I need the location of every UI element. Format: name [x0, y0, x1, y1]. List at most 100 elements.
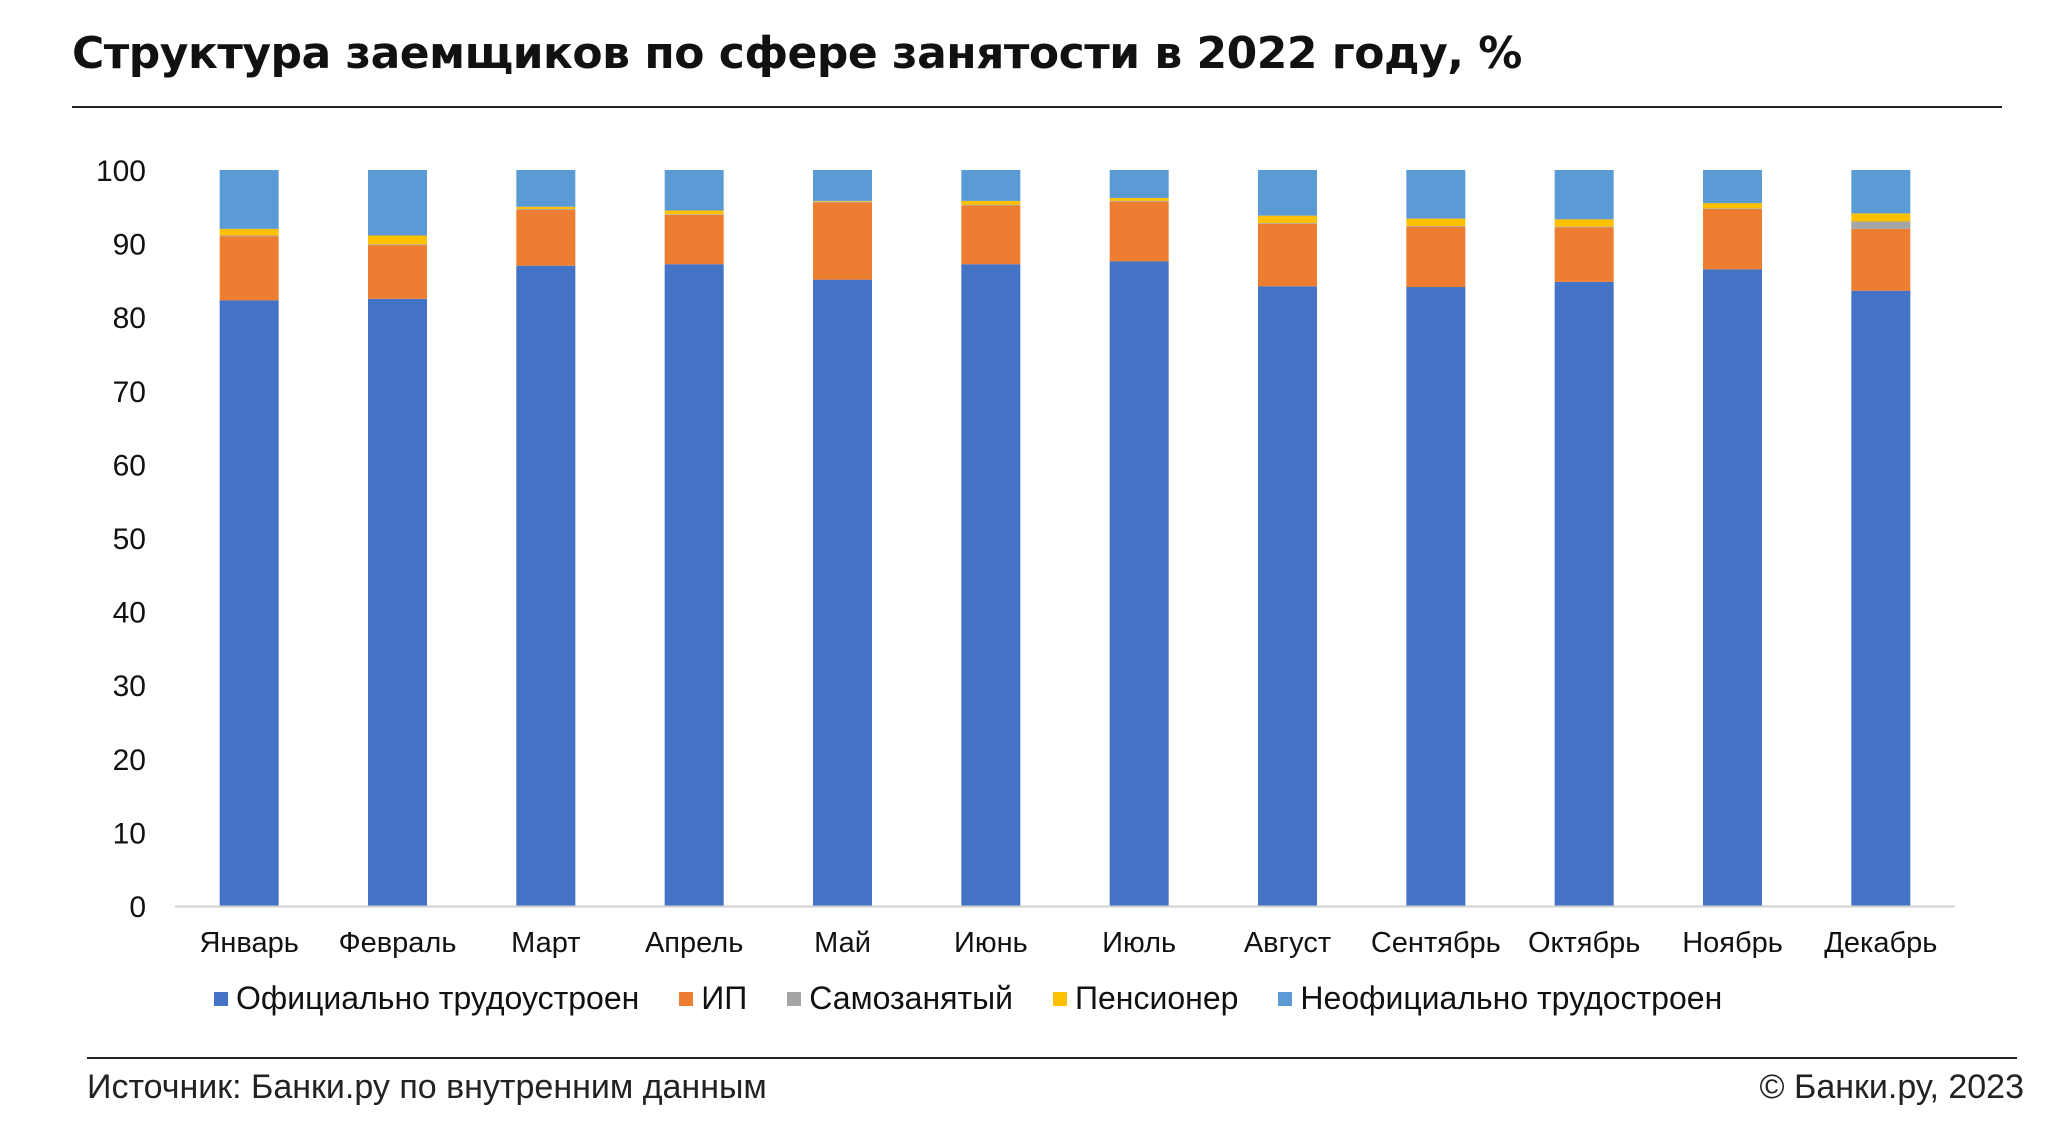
x-tick-label: Ноябрь: [1682, 927, 1783, 959]
bar-segment: [1851, 221, 1911, 229]
y-tick-label: 60: [113, 449, 146, 482]
title-divider: [72, 106, 2002, 108]
chart-title: Структура заемщиков по сфере занятости в…: [72, 28, 1522, 79]
bar-segment: [961, 205, 1021, 265]
y-tick-label: 70: [113, 376, 146, 409]
footer-divider: [87, 1057, 2017, 1059]
legend-label: Самозанятый: [809, 980, 1013, 1016]
x-tick-label: Февраль: [339, 927, 457, 959]
bar-segment: [664, 170, 724, 211]
bar-segment: [1406, 287, 1466, 906]
bar-segment: [1109, 261, 1169, 906]
y-tick-label: 80: [113, 302, 146, 335]
legend-label: Пенсионер: [1075, 980, 1239, 1016]
bar-segment: [1554, 219, 1614, 227]
bar-segment: [1703, 269, 1762, 906]
legend-label: Неофициально трудостроен: [1300, 980, 1723, 1016]
x-tick-label: Январь: [199, 927, 298, 959]
bar-segment: [1851, 228, 1911, 291]
legend-item: ИП: [679, 980, 747, 1017]
bar-segment: [664, 264, 724, 906]
y-tick-label: 100: [96, 155, 146, 188]
bar-segment: [368, 235, 427, 245]
legend-swatch: [1053, 991, 1067, 1006]
bar-segment: [664, 214, 724, 265]
bar-segment: [1554, 227, 1614, 282]
bar-segment: [368, 170, 427, 236]
bar-segment: [1109, 201, 1169, 262]
bar-segment: [1851, 170, 1911, 214]
bar-segment: [1109, 170, 1169, 198]
legend-swatch: [1278, 991, 1293, 1006]
x-tick-label: Сентябрь: [1371, 927, 1501, 959]
copyright-note: © Банки.ру, 2023: [1759, 1068, 2024, 1106]
legend-item: Неофициально трудостроен: [1278, 980, 1722, 1017]
bar-segment: [1258, 223, 1317, 287]
bar-segment: [219, 236, 279, 301]
bar-segment: [516, 209, 576, 210]
bar-segment: [664, 210, 724, 215]
bar-segment: [1406, 218, 1466, 226]
bar-segment: [516, 206, 576, 210]
x-tick-label: Май: [814, 927, 871, 959]
legend-swatch: [787, 991, 802, 1006]
x-tick-label: Июль: [1102, 927, 1176, 959]
bar-segment: [368, 245, 427, 299]
bar-segment: [1703, 209, 1762, 270]
legend-label: Официально трудоустроен: [236, 980, 640, 1016]
source-note: Источник: Банки.ру по внутренним данным: [87, 1068, 767, 1106]
x-tick-label: Апрель: [645, 927, 743, 959]
bar-segment: [368, 298, 427, 906]
y-tick-label: 10: [113, 817, 146, 850]
bar-segment: [219, 300, 279, 907]
x-tick-label: Июнь: [954, 927, 1028, 959]
bar-segment: [1703, 203, 1762, 209]
bar-segment: [813, 279, 872, 906]
legend-item: Официально трудоустроен: [214, 980, 639, 1017]
y-tick-label: 30: [113, 670, 146, 703]
bar-segment: [961, 264, 1021, 906]
bar-segment: [1258, 286, 1317, 907]
bar-segment: [1258, 170, 1317, 216]
legend-item: Самозанятый: [787, 980, 1013, 1017]
bar-segment: [961, 200, 1021, 205]
bar-segment: [1851, 213, 1911, 222]
legend-item: Пенсионер: [1053, 980, 1238, 1017]
bar-segment: [961, 204, 1021, 206]
bar-segment: [1406, 225, 1466, 227]
bar-segment: [1406, 170, 1466, 219]
bar-segment: [813, 202, 872, 280]
legend-swatch: [679, 991, 694, 1006]
bar-segment: [813, 200, 872, 202]
bar-segment: [516, 265, 576, 906]
bar-segment: [1851, 290, 1911, 907]
legend-label: ИП: [701, 980, 748, 1016]
y-tick-label: 20: [113, 744, 146, 777]
y-tick-label: 50: [113, 523, 146, 556]
bar-segment: [1109, 200, 1169, 202]
bar-segment: [1703, 170, 1762, 204]
legend-swatch: [214, 991, 228, 1006]
bar-segment: [516, 170, 576, 207]
y-tick-label: 0: [129, 891, 146, 924]
bar-segment: [219, 170, 279, 229]
bar-segment: [1109, 197, 1169, 201]
bar-segment: [961, 170, 1021, 201]
bar-segment: [1554, 170, 1614, 220]
bar-segment: [368, 244, 427, 246]
x-tick-label: Март: [511, 927, 580, 959]
bar-segment: [813, 170, 872, 201]
bar-segment: [813, 201, 872, 203]
bar-segment: [219, 228, 279, 236]
bar-segment: [1703, 208, 1762, 210]
x-tick-label: Октябрь: [1528, 927, 1640, 959]
chart-legend: Официально трудоустроен ИП Самозанятый Пенс…: [214, 980, 1762, 1017]
bar-segment: [1554, 281, 1614, 906]
bar-segment: [219, 235, 279, 237]
bar-segment: [1406, 226, 1466, 288]
bar-segment: [1258, 222, 1317, 224]
bar-segment: [664, 214, 724, 215]
y-tick-label: 90: [113, 229, 146, 262]
bar-segment: [516, 209, 576, 266]
stacked-bar-chart: 0 10 20 30 40 50 60 70 80 90 100 Январь Февраль Март А…: [96, 155, 1955, 959]
